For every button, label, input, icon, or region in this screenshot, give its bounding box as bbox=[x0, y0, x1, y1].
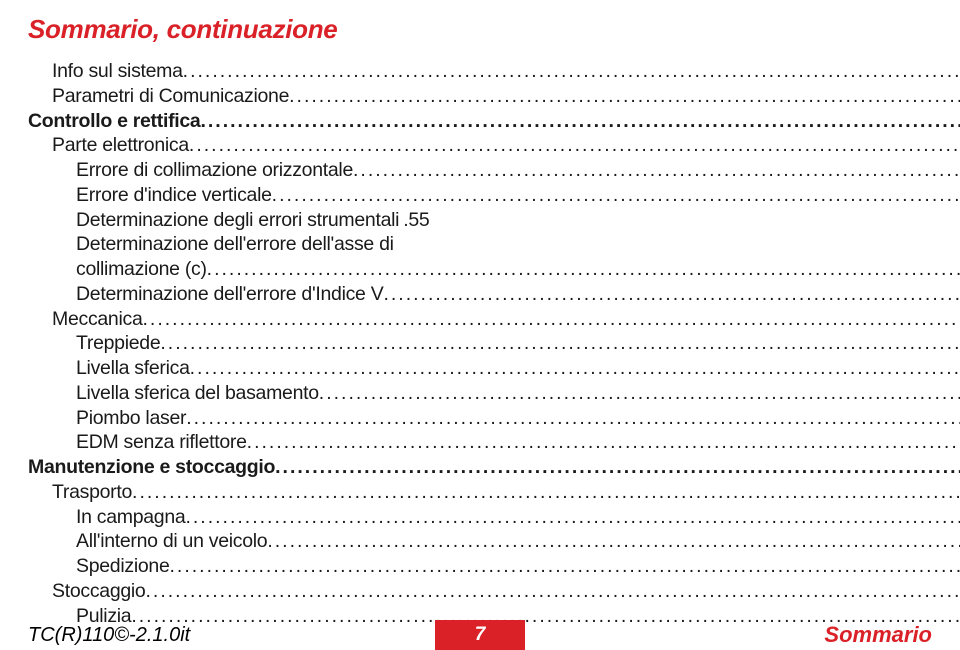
toc-leader bbox=[353, 158, 960, 183]
toc-entry: collimazione (c) 57 bbox=[28, 257, 960, 282]
toc-leader bbox=[190, 356, 960, 381]
toc-entry: Errore d'indice verticale 55 bbox=[28, 183, 960, 208]
toc-entry-label: Parte elettronica bbox=[52, 133, 189, 158]
toc-entry-label: Parametri di Comunicazione bbox=[52, 84, 289, 109]
toc-entry: Piombo laser 61 bbox=[28, 406, 960, 431]
toc-entry: Parametri di Comunicazione 53 bbox=[28, 84, 960, 109]
toc-leader bbox=[289, 84, 960, 109]
toc-leader bbox=[145, 579, 960, 604]
footer: TC(R)110©-2.1.0it 7 Sommario bbox=[0, 620, 960, 650]
toc-leader bbox=[200, 109, 960, 134]
toc-entry: Determinazione degli errori strumentali.… bbox=[28, 208, 960, 233]
toc-entry-label: Meccanica bbox=[52, 307, 143, 332]
toc-entry: Errore di collimazione orizzontale 54 bbox=[28, 158, 960, 183]
toc-entry-page: .55 bbox=[399, 208, 429, 233]
toc-entry: All'interno di un veicolo 66 bbox=[28, 529, 960, 554]
toc-leader bbox=[170, 554, 960, 579]
toc-entry: EDM senza riflettore 62 bbox=[28, 430, 960, 455]
toc-entry: Info sul sistema 50 bbox=[28, 59, 960, 84]
toc-entry: Trasporto 65 bbox=[28, 480, 960, 505]
toc-entry-label: Treppiede bbox=[76, 331, 160, 356]
toc-entry-label: Livella sferica bbox=[76, 356, 190, 381]
toc-entry-label: Errore di collimazione orizzontale bbox=[76, 158, 353, 183]
toc-entry: Controllo e rettifica 54 bbox=[28, 109, 960, 134]
toc-entry-label: Piombo laser bbox=[76, 406, 186, 431]
toc-entry-label: EDM senza riflettore bbox=[76, 430, 247, 455]
toc-leader bbox=[275, 455, 960, 480]
footer-left: TC(R)110©-2.1.0it bbox=[0, 620, 435, 650]
toc-leader bbox=[383, 282, 960, 307]
toc-entry-label: Livella sferica del basamento bbox=[76, 381, 319, 406]
toc-entry: Determinazione dell'errore d'Indice V 58 bbox=[28, 282, 960, 307]
toc-leader bbox=[160, 331, 960, 356]
toc-entry: Livella sferica del basamento 60 bbox=[28, 381, 960, 406]
toc-entry: Treppiede 60 bbox=[28, 331, 960, 356]
toc-entry-label: Errore d'indice verticale bbox=[76, 183, 272, 208]
toc-leader bbox=[189, 133, 960, 158]
toc-leader bbox=[143, 307, 960, 332]
toc-entry-label: Controllo e rettifica bbox=[28, 109, 200, 134]
toc-entry-label: All'interno di un veicolo bbox=[76, 529, 267, 554]
toc-entry: Livella sferica 60 bbox=[28, 356, 960, 381]
toc-entry: Parte elettronica 54 bbox=[28, 133, 960, 158]
footer-right: Sommario bbox=[525, 620, 960, 650]
toc-entry-label: Determinazione degli errori strumentali bbox=[76, 208, 399, 233]
toc-leader bbox=[132, 480, 960, 505]
toc-entry-label: Trasporto bbox=[52, 480, 132, 505]
toc-entry: Meccanica 60 bbox=[28, 307, 960, 332]
toc-entry-label: Spedizione bbox=[76, 554, 170, 579]
toc-entry: Stoccaggio 66 bbox=[28, 579, 960, 604]
toc-entry-label: Stoccaggio bbox=[52, 579, 145, 604]
toc-leader bbox=[185, 505, 960, 530]
toc-column-left: Info sul sistema 50Parametri di Comunica… bbox=[28, 59, 960, 628]
toc-entry-label: Info sul sistema bbox=[52, 59, 183, 84]
toc-leader bbox=[183, 59, 960, 84]
toc-entry: Determinazione dell'errore dell'asse di bbox=[28, 232, 960, 257]
footer-page-number: 7 bbox=[435, 620, 525, 650]
toc-columns: Info sul sistema 50Parametri di Comunica… bbox=[28, 59, 932, 628]
toc-entry: Spedizione 66 bbox=[28, 554, 960, 579]
toc-leader bbox=[267, 529, 960, 554]
toc-entry-label: Manutenzione e stoccaggio bbox=[28, 455, 275, 480]
toc-entry-label: In campagna bbox=[76, 505, 185, 530]
toc-entry: In campagna 65 bbox=[28, 505, 960, 530]
toc-entry-label: collimazione (c) bbox=[76, 257, 207, 282]
page: Sommario, continuazione Info sul sistema… bbox=[0, 0, 960, 650]
page-title: Sommario, continuazione bbox=[28, 14, 932, 45]
toc-leader bbox=[319, 381, 960, 406]
toc-entry: Manutenzione e stoccaggio 65 bbox=[28, 455, 960, 480]
toc-leader bbox=[272, 183, 960, 208]
toc-leader bbox=[207, 257, 960, 282]
toc-leader bbox=[186, 406, 960, 431]
toc-entry-label: Determinazione dell'errore d'Indice V bbox=[76, 282, 383, 307]
toc-leader bbox=[247, 430, 960, 455]
